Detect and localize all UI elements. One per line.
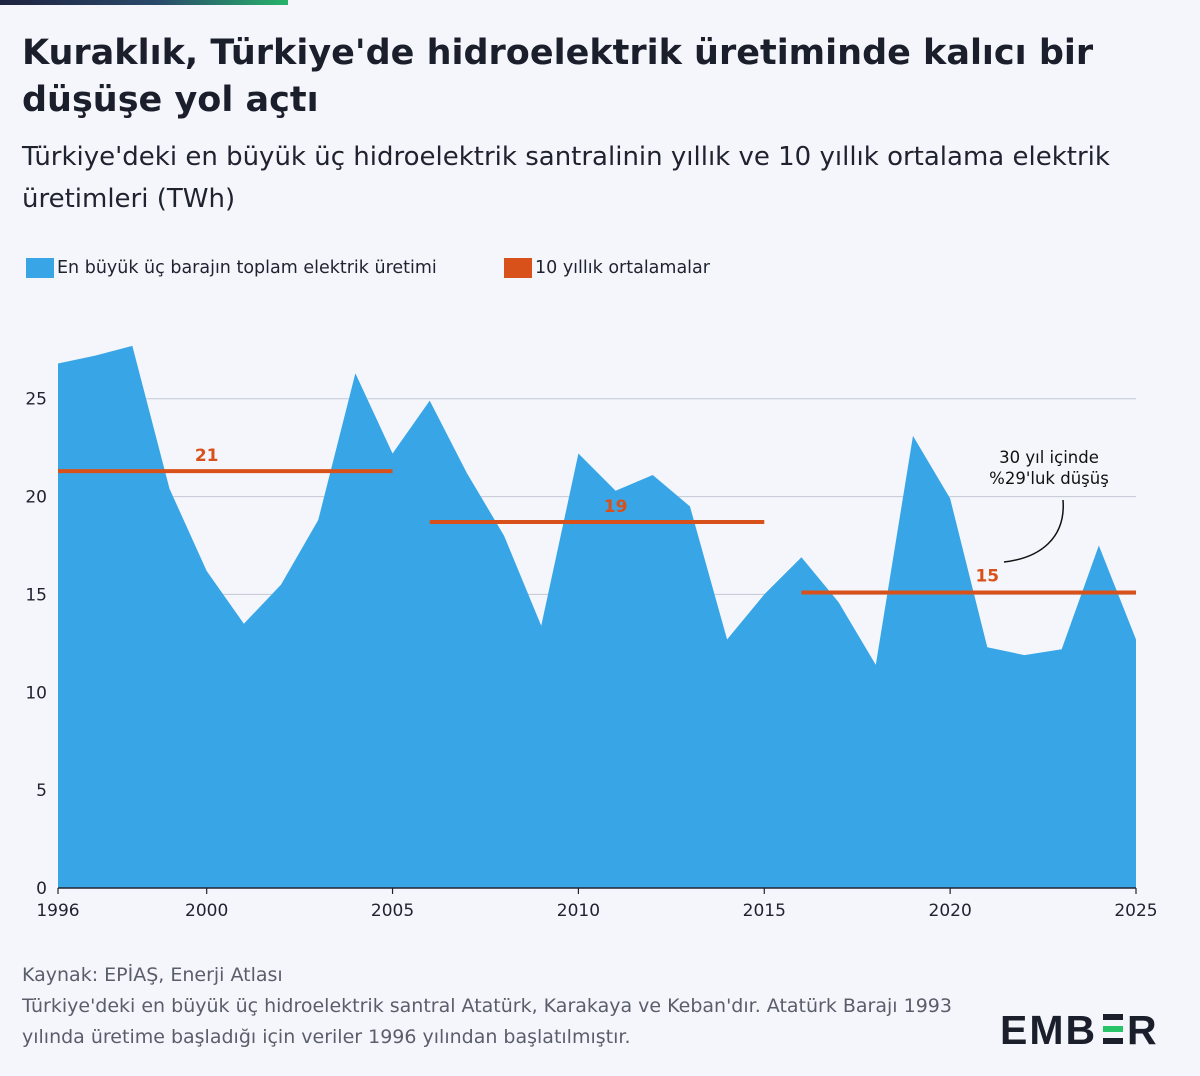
y-tick-label-10: 10 bbox=[25, 683, 47, 703]
average-label-15: 15 bbox=[975, 566, 999, 586]
legend-item-average: 10 yıllık ortalamalar bbox=[504, 258, 710, 278]
svg-text:R: R bbox=[1127, 1008, 1157, 1050]
y-tick-label-20: 20 bbox=[25, 488, 47, 508]
legend-swatch-area bbox=[26, 258, 54, 278]
chart-footer: Kaynak: EPİAŞ, Enerji Atlası Türkiye'dek… bbox=[22, 960, 952, 1053]
average-label-21: 21 bbox=[195, 446, 219, 466]
x-tick-label-2010: 2010 bbox=[557, 901, 600, 921]
legend-item-area: En büyük üç barajın toplam elektrik üret… bbox=[26, 258, 437, 278]
top-accent-bar bbox=[0, 0, 288, 5]
y-tick-label-5: 5 bbox=[36, 781, 47, 801]
annotation-line-1: 30 yıl içinde bbox=[999, 448, 1099, 467]
svg-text:EMB: EMB bbox=[1000, 1008, 1097, 1050]
legend-label-area: En büyük üç barajın toplam elektrik üret… bbox=[57, 258, 437, 278]
chart-subtitle: Türkiye'deki en büyük üç hidroelektrik s… bbox=[22, 142, 1110, 214]
y-tick-label-15: 15 bbox=[25, 585, 47, 605]
x-tick-label-2020: 2020 bbox=[929, 901, 972, 921]
hydro-area-chart: 1996 2000 2005 2010 2015 2020 2025051015202521… bbox=[25, 345, 1158, 921]
footnote-text: Türkiye'deki en büyük üç hidroelektrik s… bbox=[22, 995, 952, 1048]
y-tick-label-25: 25 bbox=[25, 390, 47, 410]
series-area-total-generation bbox=[58, 345, 1136, 888]
legend-label-average: 10 yıllık ortalamalar bbox=[535, 258, 710, 278]
x-tick-label-2015: 2015 bbox=[743, 901, 786, 921]
average-label-19: 19 bbox=[604, 497, 628, 517]
x-tick-label-2005: 2005 bbox=[371, 901, 414, 921]
chart-title: Kuraklık, Türkiye'de hidroelektrik üreti… bbox=[22, 33, 1094, 120]
y-tick-label-0: 0 bbox=[36, 879, 47, 899]
source-text: Kaynak: EPİAŞ, Enerji Atlası bbox=[22, 964, 283, 986]
x-tick-label-2025: 2025 bbox=[1114, 901, 1157, 921]
ember-logo: EMB R bbox=[1000, 1008, 1157, 1050]
legend-swatch-average bbox=[504, 258, 532, 278]
annotation-line-2: %29'luk düşüş bbox=[989, 469, 1109, 488]
x-tick-label-2000: 2000 bbox=[185, 901, 228, 921]
x-tick-label-1996: 1996 bbox=[36, 901, 79, 921]
annotation-connector bbox=[1003, 499, 1064, 563]
